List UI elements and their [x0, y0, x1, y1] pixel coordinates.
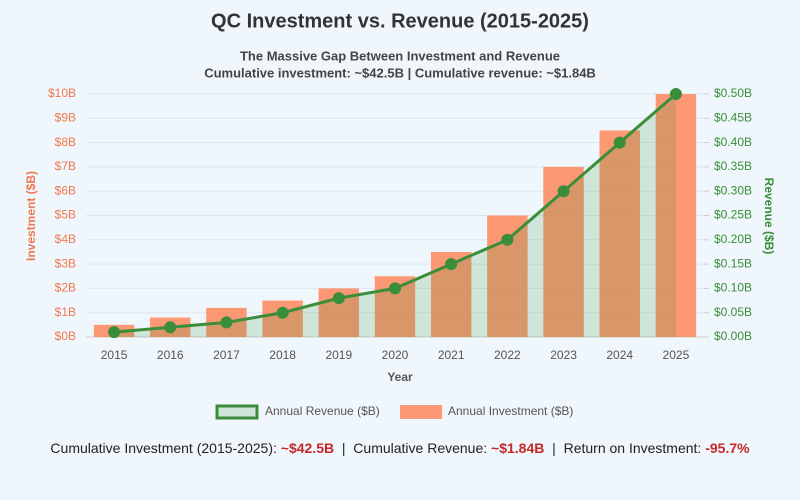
footer-label: Cumulative Investment (2015-2025): [50, 440, 277, 456]
x-tick-label: 2022 [494, 348, 521, 362]
y-tick-label: $0B [55, 329, 76, 343]
y2-tick-label: $0.30B [714, 183, 752, 197]
x-tick-label: 2020 [382, 348, 409, 362]
chart-subtitle: The Massive Gap Between Investment and R… [240, 48, 560, 63]
footer-value: ~$42.5B [280, 440, 335, 456]
x-tick-label: 2025 [663, 348, 690, 362]
footer-label: Cumulative Revenue: [353, 440, 488, 456]
y2-tick-label: $0.15B [714, 256, 752, 270]
footer: Cumulative Investment (2015-2025): ~$42.… [0, 440, 800, 456]
y-tick-label: $2B [55, 281, 76, 295]
bar [262, 300, 303, 337]
chart: QC Investment vs. Revenue (2015-2025) Th… [24, 10, 776, 420]
legend-swatch [400, 405, 442, 419]
legend-label: Annual Revenue ($B) [265, 404, 380, 418]
x-tick-label: 2021 [438, 348, 465, 362]
point [389, 282, 401, 295]
footer-value: ~$1.84B [491, 440, 545, 456]
x-tick-label: 2015 [101, 348, 128, 362]
y-axis-title: Investment ($B) [24, 171, 38, 261]
y-tick-label: $4B [55, 232, 76, 246]
chart-subtitle: Cumulative investment: ~$42.5B | Cumulat… [204, 65, 596, 80]
y-tick-label: $3B [55, 256, 76, 270]
bar [599, 130, 640, 337]
y-tick-label: $1B [55, 305, 76, 319]
point [445, 258, 458, 271]
y2-tick-label: $0.05B [714, 305, 752, 319]
y2-tick-label: $0.25B [714, 208, 752, 222]
point [669, 88, 682, 100]
y-tick-label: $5B [55, 208, 76, 222]
x-tick-label: 2019 [325, 348, 352, 362]
y2-tick-label: $0.35B [714, 159, 752, 173]
bar [655, 94, 697, 337]
y2-axis-title: Revenue ($B) [762, 178, 776, 255]
x-tick-label: 2017 [213, 348, 240, 362]
legend-label: Annual Investment ($B) [448, 404, 573, 418]
y2-tick-label: $0.20B [714, 232, 752, 246]
footer-value: -95.7% [705, 440, 750, 456]
y-tick-label: $10B [48, 86, 76, 100]
area [114, 94, 676, 337]
footer-label: Return on Investment: [563, 440, 702, 456]
grid [86, 93, 704, 338]
y-tick-label: $8B [55, 135, 76, 149]
point [108, 326, 121, 339]
point [220, 316, 233, 329]
y2-tick-label: $0.00B [714, 329, 752, 343]
x-tick-label: 2024 [606, 348, 633, 362]
legend-swatch [215, 404, 259, 420]
x-tick-label: 2023 [550, 348, 577, 362]
point [276, 306, 289, 319]
point [164, 321, 177, 334]
point [613, 136, 626, 149]
point [557, 185, 570, 198]
y2-tick-label: $0.10B [714, 281, 752, 295]
x-tick-label: 2018 [269, 348, 296, 362]
footer-separator: | [552, 440, 556, 456]
y2-tick-label: $0.40B [714, 135, 752, 149]
y-tick-label: $9B [55, 110, 76, 124]
footer-separator: | [341, 440, 346, 456]
y2-tick-label: $0.45B [714, 110, 752, 124]
point [501, 233, 514, 246]
y2-tick-label: $0.50B [714, 86, 752, 100]
y-tick-label: $7B [55, 159, 76, 173]
point [332, 292, 345, 305]
chart-title: QC Investment vs. Revenue (2015-2025) [211, 10, 589, 32]
y-tick-label: $6B [55, 183, 76, 197]
x-axis-title: Year [387, 370, 413, 384]
x-tick-label: 2016 [157, 348, 184, 362]
